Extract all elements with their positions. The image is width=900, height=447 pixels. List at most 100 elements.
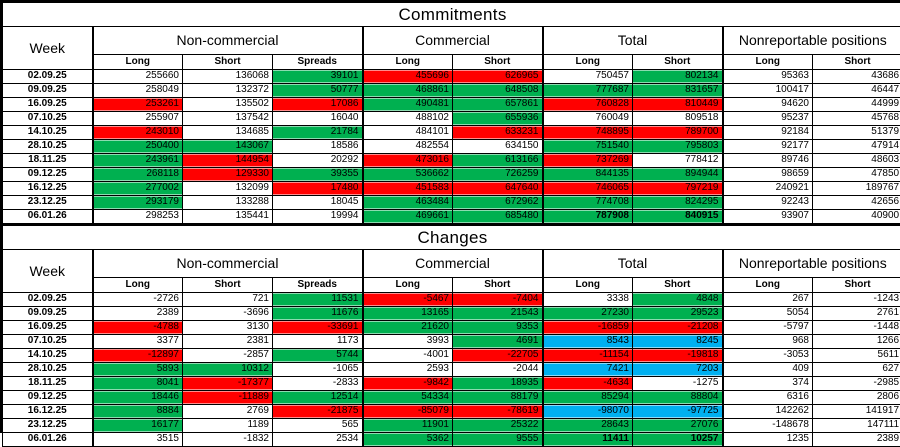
week-cell: 02.09.25 <box>3 70 93 84</box>
value-cell: 737269 <box>543 154 633 168</box>
table-title-row: Commitments <box>3 3 900 27</box>
col-nonrep-short: Short <box>813 278 900 293</box>
value-cell: 92177 <box>723 140 813 154</box>
value-cell: 484101 <box>363 126 453 140</box>
value-cell: -85079 <box>363 405 453 419</box>
value-cell: 136068 <box>183 70 273 84</box>
value-cell: 135502 <box>183 98 273 112</box>
value-cell: 258049 <box>93 84 183 98</box>
sub-header-row: Long Short Spreads Long Short Long Short… <box>3 278 900 293</box>
value-cell: 8543 <box>543 335 633 349</box>
value-cell: 760049 <box>543 112 633 126</box>
value-cell: 255660 <box>93 70 183 84</box>
group-header-row: Week Non-commercial Commercial Total Non… <box>3 250 900 278</box>
value-cell: 27230 <box>543 307 633 321</box>
value-cell: 21543 <box>453 307 543 321</box>
value-cell: 468861 <box>363 84 453 98</box>
value-cell: 613166 <box>453 154 543 168</box>
value-cell: 726259 <box>453 168 543 182</box>
value-cell: 634150 <box>453 140 543 154</box>
week-cell: 02.09.25 <box>3 293 93 307</box>
value-cell: 21784 <box>273 126 363 140</box>
col-nc-short: Short <box>183 55 273 70</box>
value-cell: 655936 <box>453 112 543 126</box>
value-cell: -1448 <box>813 321 900 335</box>
value-cell: 135441 <box>183 210 273 224</box>
value-cell: 374 <box>723 377 813 391</box>
value-cell: 760828 <box>543 98 633 112</box>
value-cell: 132372 <box>183 84 273 98</box>
col-comm-long: Long <box>363 278 453 293</box>
value-cell: -4634 <box>543 377 633 391</box>
commitments-table: Commitments Week Non-commercial Commerci… <box>2 2 900 224</box>
value-cell: -78619 <box>453 405 543 419</box>
value-cell: -2044 <box>453 363 543 377</box>
value-cell: 8884 <box>93 405 183 419</box>
value-cell: 18446 <box>93 391 183 405</box>
value-cell: 3993 <box>363 335 453 349</box>
value-cell: 721 <box>183 293 273 307</box>
week-cell: 09.12.25 <box>3 168 93 182</box>
table-title-row: Changes <box>3 225 900 250</box>
value-cell: 20292 <box>273 154 363 168</box>
value-cell: 5611 <box>813 349 900 363</box>
value-cell: 751540 <box>543 140 633 154</box>
value-cell: 89746 <box>723 154 813 168</box>
value-cell: 142262 <box>723 405 813 419</box>
value-cell: -2857 <box>183 349 273 363</box>
value-cell: 18045 <box>273 196 363 210</box>
value-cell: -33691 <box>273 321 363 335</box>
value-cell: 132099 <box>183 182 273 196</box>
value-cell: 48603 <box>813 154 900 168</box>
value-cell: 134685 <box>183 126 273 140</box>
value-cell: 809518 <box>633 112 723 126</box>
value-cell: 3130 <box>183 321 273 335</box>
value-cell: 39101 <box>273 70 363 84</box>
week-cell: 16.12.25 <box>3 405 93 419</box>
value-cell: 298253 <box>93 210 183 224</box>
value-cell: 3377 <box>93 335 183 349</box>
value-cell: 797219 <box>633 182 723 196</box>
value-cell: 463484 <box>363 196 453 210</box>
value-cell: -17377 <box>183 377 273 391</box>
value-cell: 810449 <box>633 98 723 112</box>
week-cell: 06.01.26 <box>3 210 93 224</box>
value-cell: 143067 <box>183 140 273 154</box>
value-cell: -19818 <box>633 349 723 363</box>
value-cell: 10312 <box>183 363 273 377</box>
value-cell: 3338 <box>543 293 633 307</box>
value-cell: 27076 <box>633 419 723 433</box>
value-cell: 473016 <box>363 154 453 168</box>
value-cell: 5362 <box>363 433 453 447</box>
week-cell: 14.10.25 <box>3 349 93 363</box>
value-cell: 54334 <box>363 391 453 405</box>
value-cell: -9842 <box>363 377 453 391</box>
value-cell: 9555 <box>453 433 543 447</box>
value-cell: 88804 <box>633 391 723 405</box>
col-comm-long: Long <box>363 55 453 70</box>
col-total-long: Long <box>543 278 633 293</box>
value-cell: -5467 <box>363 293 453 307</box>
value-cell: 657861 <box>453 98 543 112</box>
value-cell: 627 <box>813 363 900 377</box>
group-nonreportable: Nonreportable positions <box>723 27 900 55</box>
week-cell: 09.09.25 <box>3 307 93 321</box>
value-cell: 2381 <box>183 335 273 349</box>
value-cell: -1832 <box>183 433 273 447</box>
value-cell: 21620 <box>363 321 453 335</box>
value-cell: 2389 <box>813 433 900 447</box>
value-cell: 40900 <box>813 210 900 224</box>
week-header: Week <box>3 27 93 70</box>
col-nonrep-long: Long <box>723 55 813 70</box>
group-total: Total <box>543 27 723 55</box>
col-nc-spreads: Spreads <box>273 278 363 293</box>
value-cell: 795803 <box>633 140 723 154</box>
